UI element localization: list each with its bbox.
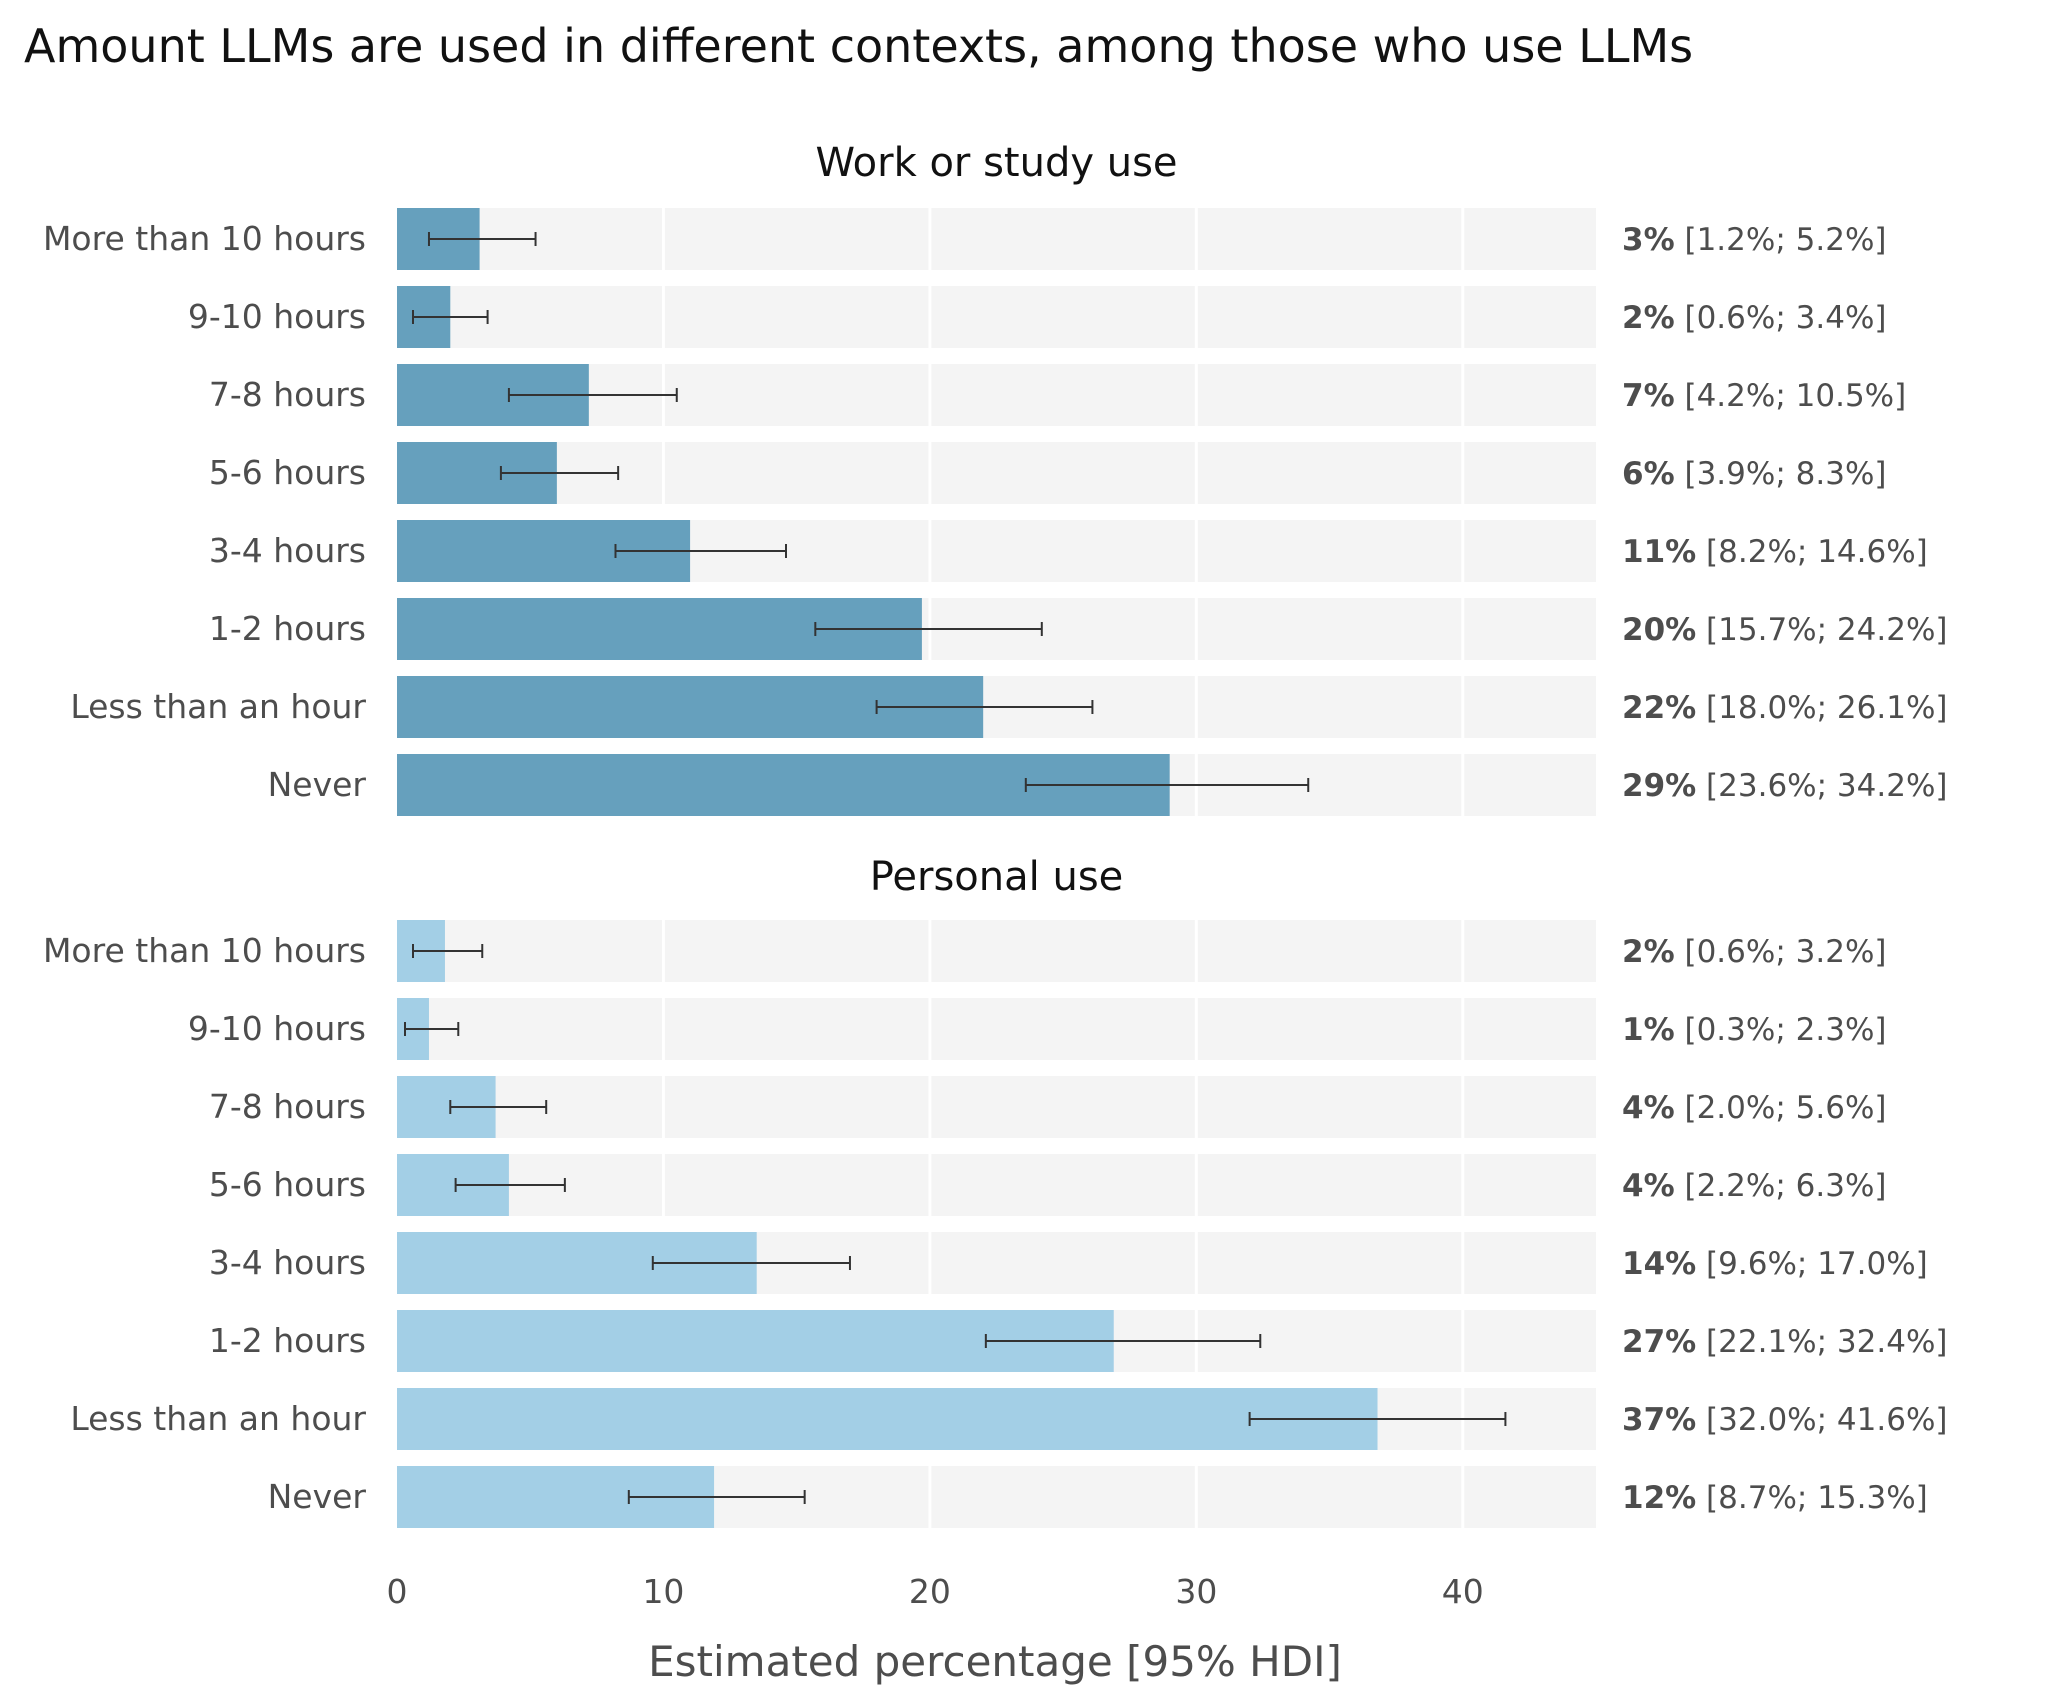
category-label: Never <box>268 1477 367 1516</box>
value-label-hdi: [15.7%; 24.2%] <box>1696 612 1947 648</box>
value-label-percent: 12% <box>1622 1480 1696 1516</box>
category-label: More than 10 hours <box>43 219 366 258</box>
value-label: 37% [32.0%; 41.6%] <box>1622 1402 1948 1438</box>
panel-title: Work or study use <box>815 140 1177 186</box>
value-label-hdi: [9.6%; 17.0%] <box>1696 1246 1928 1282</box>
value-label-percent: 3% <box>1622 222 1675 258</box>
value-label-hdi: [8.7%; 15.3%] <box>1696 1480 1928 1516</box>
category-label: 1-2 hours <box>209 1321 366 1360</box>
x-tick-label: 40 <box>1442 1572 1484 1611</box>
value-label-percent: 4% <box>1622 1090 1675 1126</box>
value-label-percent: 11% <box>1622 534 1696 570</box>
chart-title: Amount LLMs are used in different contex… <box>24 19 1693 73</box>
category-label: 5-6 hours <box>209 1165 366 1204</box>
category-label: Less than an hour <box>70 1399 366 1438</box>
value-label: 27% [22.1%; 32.4%] <box>1622 1324 1948 1360</box>
value-label-percent: 20% <box>1622 612 1696 648</box>
value-label-hdi: [8.2%; 14.6%] <box>1696 534 1928 570</box>
value-label: 4% [2.2%; 6.3%] <box>1622 1168 1887 1204</box>
value-label-percent: 6% <box>1622 456 1675 492</box>
value-label-hdi: [1.2%; 5.2%] <box>1675 222 1887 258</box>
category-label: 9-10 hours <box>188 1009 366 1048</box>
value-label: 4% [2.0%; 5.6%] <box>1622 1090 1887 1126</box>
value-label: 2% [0.6%; 3.2%] <box>1622 934 1887 970</box>
bar <box>397 1388 1378 1450</box>
category-label: 3-4 hours <box>209 1243 366 1282</box>
value-label-hdi: [23.6%; 34.2%] <box>1696 768 1947 804</box>
value-label-hdi: [2.2%; 6.3%] <box>1675 1168 1887 1204</box>
value-label-hdi: [32.0%; 41.6%] <box>1696 1402 1947 1438</box>
value-label-percent: 2% <box>1622 300 1675 336</box>
x-tick-label: 10 <box>642 1572 684 1611</box>
category-label: 5-6 hours <box>209 453 366 492</box>
value-label-hdi: [0.3%; 2.3%] <box>1675 1012 1887 1048</box>
x-tick-label: 20 <box>909 1572 951 1611</box>
value-label-percent: 37% <box>1622 1402 1696 1438</box>
row-band <box>397 286 1596 348</box>
value-label-percent: 27% <box>1622 1324 1696 1360</box>
x-axis: 0 10 20 30 40 <box>387 1572 1484 1611</box>
row-band <box>397 1076 1596 1138</box>
value-label-hdi: [0.6%; 3.2%] <box>1675 934 1887 970</box>
value-label-hdi: [4.2%; 10.5%] <box>1675 378 1907 414</box>
row-band <box>397 208 1596 270</box>
value-label-percent: 22% <box>1622 690 1696 726</box>
value-label: 7% [4.2%; 10.5%] <box>1622 378 1906 414</box>
category-label: 3-4 hours <box>209 531 366 570</box>
category-label: More than 10 hours <box>43 931 366 970</box>
value-label: 29% [23.6%; 34.2%] <box>1622 768 1948 804</box>
category-label: Less than an hour <box>70 687 366 726</box>
panel-title: Personal use <box>870 854 1124 900</box>
row-band <box>397 920 1596 982</box>
panel-2: Personal use More than 10 hours 2% [0.6%; … <box>43 854 1948 1528</box>
category-label: 1-2 hours <box>209 609 366 648</box>
value-label-percent: 1% <box>1622 1012 1675 1048</box>
value-label-hdi: [0.6%; 3.4%] <box>1675 300 1887 336</box>
value-label-hdi: [22.1%; 32.4%] <box>1696 1324 1947 1360</box>
value-label-hdi: [2.0%; 5.6%] <box>1675 1090 1887 1126</box>
row-band <box>397 1154 1596 1216</box>
value-label-percent: 29% <box>1622 768 1696 804</box>
x-axis-title: Estimated percentage [95% HDI] <box>648 1637 1342 1686</box>
value-label: 2% [0.6%; 3.4%] <box>1622 300 1887 336</box>
value-label-percent: 7% <box>1622 378 1675 414</box>
value-label: 20% [15.7%; 24.2%] <box>1622 612 1948 648</box>
value-label-percent: 2% <box>1622 934 1675 970</box>
x-tick-label: 30 <box>1175 1572 1217 1611</box>
row-band <box>397 998 1596 1060</box>
value-label: 6% [3.9%; 8.3%] <box>1622 456 1887 492</box>
category-label: Never <box>268 765 367 804</box>
value-label-percent: 4% <box>1622 1168 1675 1204</box>
value-label: 12% [8.7%; 15.3%] <box>1622 1480 1928 1516</box>
value-label: 1% [0.3%; 2.3%] <box>1622 1012 1887 1048</box>
value-label: 11% [8.2%; 14.6%] <box>1622 534 1928 570</box>
category-label: 9-10 hours <box>188 297 366 336</box>
value-label: 3% [1.2%; 5.2%] <box>1622 222 1887 258</box>
value-label-hdi: [3.9%; 8.3%] <box>1675 456 1887 492</box>
value-label: 14% [9.6%; 17.0%] <box>1622 1246 1928 1282</box>
value-label: 22% [18.0%; 26.1%] <box>1622 690 1948 726</box>
value-label-hdi: [18.0%; 26.1%] <box>1696 690 1947 726</box>
category-label: 7-8 hours <box>209 375 366 414</box>
panels: Work or study use More than 10 hours 3% [1… <box>43 140 1948 1528</box>
x-tick-label: 0 <box>387 1572 408 1611</box>
panel-1: Work or study use More than 10 hours 3% [1… <box>43 140 1948 816</box>
category-label: 7-8 hours <box>209 1087 366 1126</box>
value-label-percent: 14% <box>1622 1246 1696 1282</box>
